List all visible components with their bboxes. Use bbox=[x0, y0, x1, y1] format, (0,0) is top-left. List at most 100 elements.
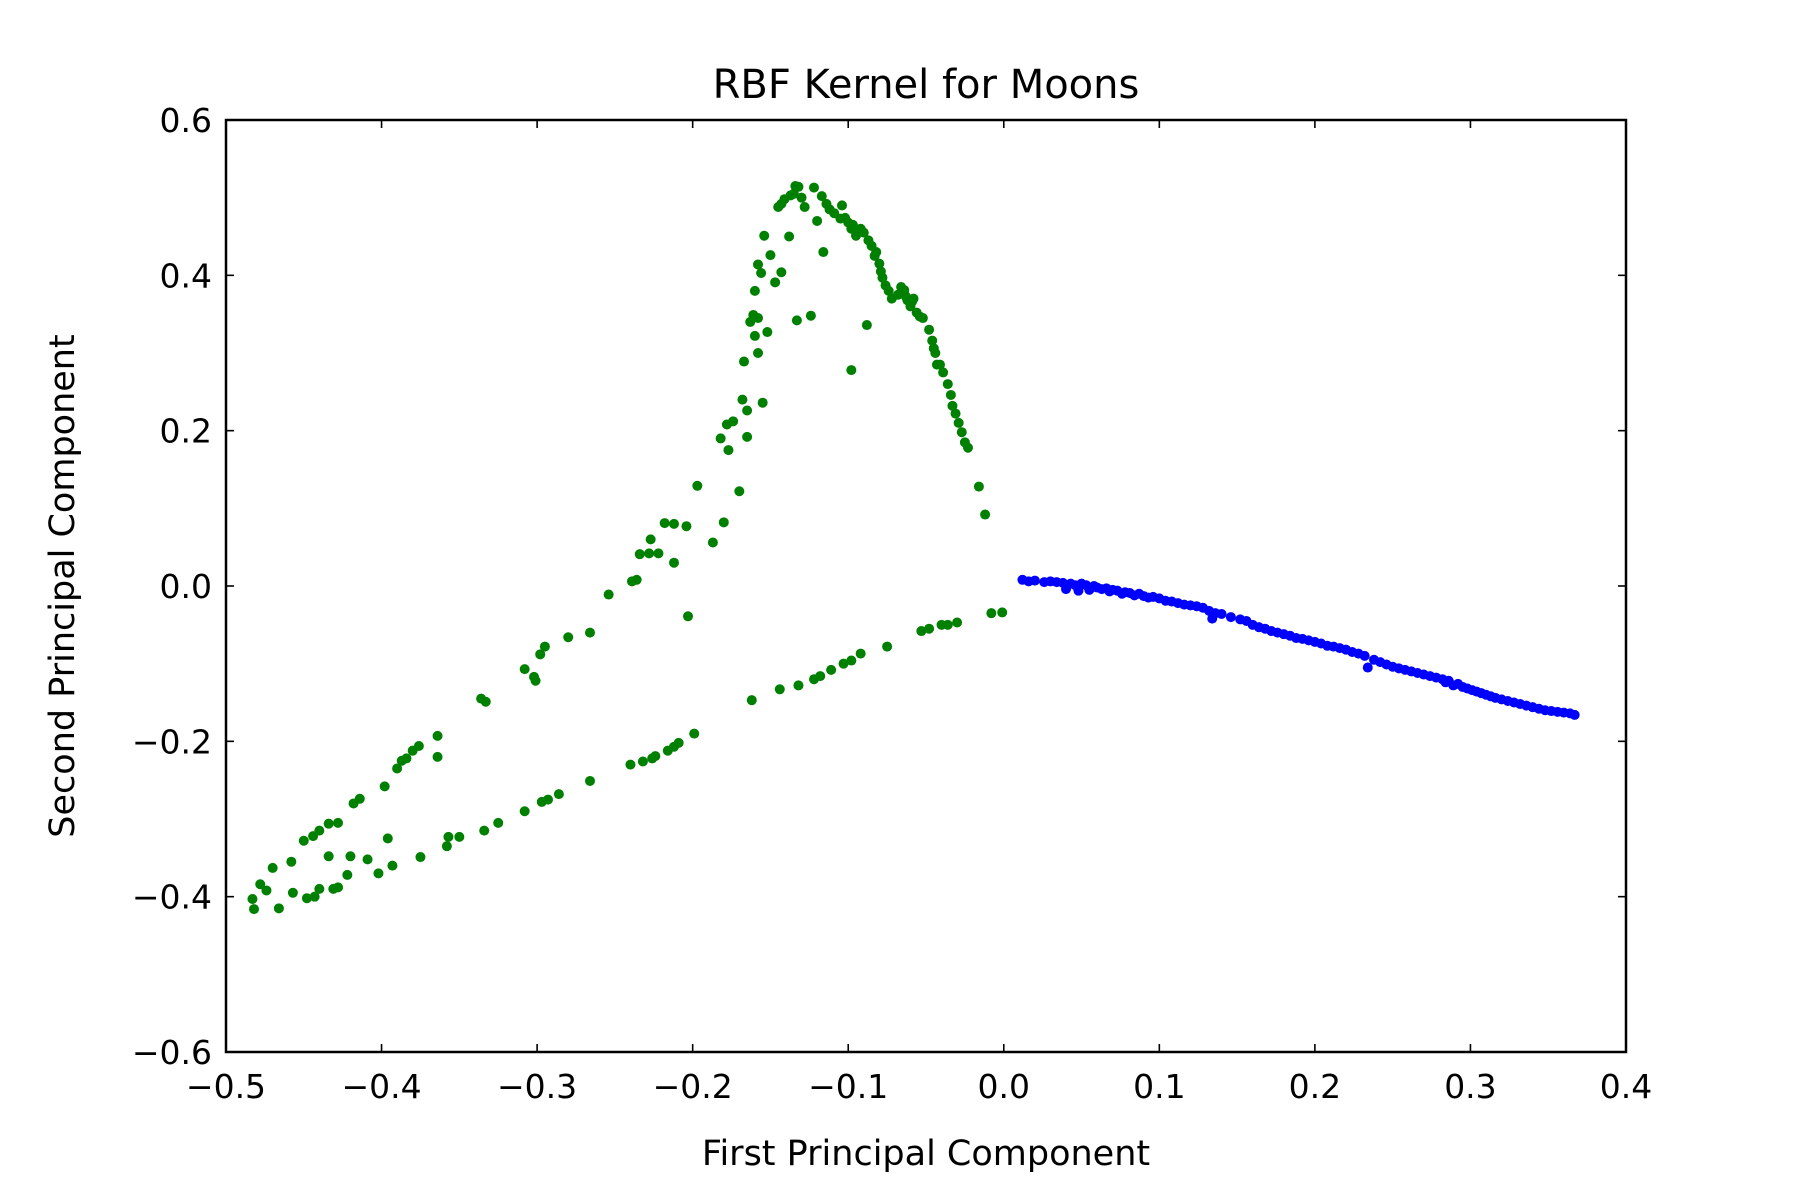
data-point bbox=[645, 534, 656, 545]
data-point bbox=[791, 315, 802, 326]
data-point bbox=[753, 313, 763, 324]
data-point bbox=[770, 277, 781, 288]
x-tick-label: −0.4 bbox=[341, 1067, 421, 1106]
data-point bbox=[723, 445, 734, 456]
data-point bbox=[908, 293, 919, 304]
data-point bbox=[935, 359, 945, 370]
data-point bbox=[749, 330, 760, 341]
data-point bbox=[603, 589, 614, 600]
data-point bbox=[739, 356, 749, 367]
data-point bbox=[765, 250, 776, 261]
data-point bbox=[746, 695, 757, 706]
data-point bbox=[249, 904, 259, 915]
data-point bbox=[563, 632, 574, 643]
data-point bbox=[432, 730, 443, 741]
data-point bbox=[1569, 709, 1580, 720]
data-point bbox=[846, 365, 857, 376]
x-tick-label: −0.1 bbox=[808, 1067, 888, 1106]
data-point bbox=[653, 548, 664, 559]
data-point bbox=[432, 751, 443, 762]
data-point bbox=[683, 611, 693, 622]
data-point bbox=[287, 887, 298, 898]
data-point bbox=[323, 818, 334, 829]
data-point bbox=[986, 608, 997, 619]
x-tick-label: −0.3 bbox=[497, 1067, 577, 1106]
data-point bbox=[539, 641, 550, 652]
data-point bbox=[774, 684, 785, 695]
data-point bbox=[333, 817, 343, 828]
data-point bbox=[255, 879, 266, 890]
data-point bbox=[837, 200, 847, 211]
data-point bbox=[441, 841, 452, 852]
data-point bbox=[273, 903, 284, 914]
data-point bbox=[1029, 575, 1040, 586]
y-tick-label: 0.0 bbox=[160, 567, 212, 606]
data-point bbox=[759, 230, 770, 241]
data-point bbox=[916, 626, 927, 637]
data-point bbox=[669, 557, 679, 568]
data-point bbox=[809, 674, 819, 685]
data-point bbox=[871, 247, 882, 258]
data-point bbox=[742, 405, 753, 416]
y-tick-label: 0.6 bbox=[160, 101, 212, 140]
x-tick-label: 0.0 bbox=[978, 1067, 1030, 1106]
data-point bbox=[543, 794, 553, 805]
data-point bbox=[519, 806, 530, 817]
x-tick-label: −0.5 bbox=[186, 1067, 266, 1106]
data-point bbox=[342, 869, 353, 880]
data-point bbox=[927, 335, 938, 346]
data-point bbox=[535, 649, 546, 660]
data-point bbox=[956, 427, 967, 438]
data-point bbox=[855, 648, 866, 659]
data-point bbox=[673, 737, 684, 748]
data-point bbox=[314, 883, 325, 894]
y-axis-label: Second Principal Component bbox=[43, 334, 83, 837]
data-point bbox=[924, 623, 935, 634]
data-point bbox=[669, 518, 679, 529]
data-point bbox=[924, 324, 935, 335]
data-point bbox=[314, 825, 325, 836]
data-point bbox=[707, 537, 718, 548]
data-point bbox=[415, 852, 426, 863]
data-points bbox=[247, 181, 1580, 915]
data-point bbox=[681, 521, 692, 532]
data-point bbox=[799, 201, 810, 212]
data-point bbox=[737, 394, 748, 405]
data-point bbox=[753, 348, 763, 358]
y-axis: −0.6 −0.4 −0.2 0.0 0.2 0.4 0.6 bbox=[132, 101, 1626, 1072]
y-tick-label: −0.6 bbox=[132, 1033, 212, 1072]
data-point bbox=[816, 191, 827, 202]
data-point bbox=[945, 389, 956, 400]
data-point bbox=[950, 408, 961, 419]
data-point bbox=[362, 854, 373, 865]
data-point bbox=[1225, 612, 1236, 623]
data-point bbox=[373, 868, 384, 879]
data-point bbox=[963, 442, 973, 453]
data-point bbox=[634, 549, 645, 560]
data-point bbox=[742, 431, 753, 442]
data-point bbox=[387, 860, 398, 871]
data-point bbox=[379, 781, 390, 792]
data-point bbox=[947, 400, 958, 411]
data-point bbox=[345, 851, 356, 862]
data-point bbox=[309, 891, 320, 902]
data-point bbox=[757, 397, 768, 408]
data-point bbox=[812, 215, 823, 226]
data-point bbox=[917, 313, 928, 324]
data-point bbox=[493, 817, 504, 828]
data-point bbox=[392, 763, 403, 774]
data-point bbox=[519, 664, 530, 675]
data-point bbox=[938, 367, 949, 378]
data-point bbox=[756, 268, 767, 279]
y-tick-label: −0.4 bbox=[132, 878, 212, 917]
x-tick-label: 0.1 bbox=[1133, 1067, 1185, 1106]
data-point bbox=[553, 789, 564, 800]
data-point bbox=[784, 231, 795, 242]
data-point bbox=[793, 680, 804, 691]
data-point bbox=[874, 258, 885, 269]
data-point bbox=[354, 793, 365, 804]
data-point bbox=[1359, 650, 1370, 661]
data-point bbox=[585, 627, 595, 638]
data-point bbox=[692, 480, 703, 491]
